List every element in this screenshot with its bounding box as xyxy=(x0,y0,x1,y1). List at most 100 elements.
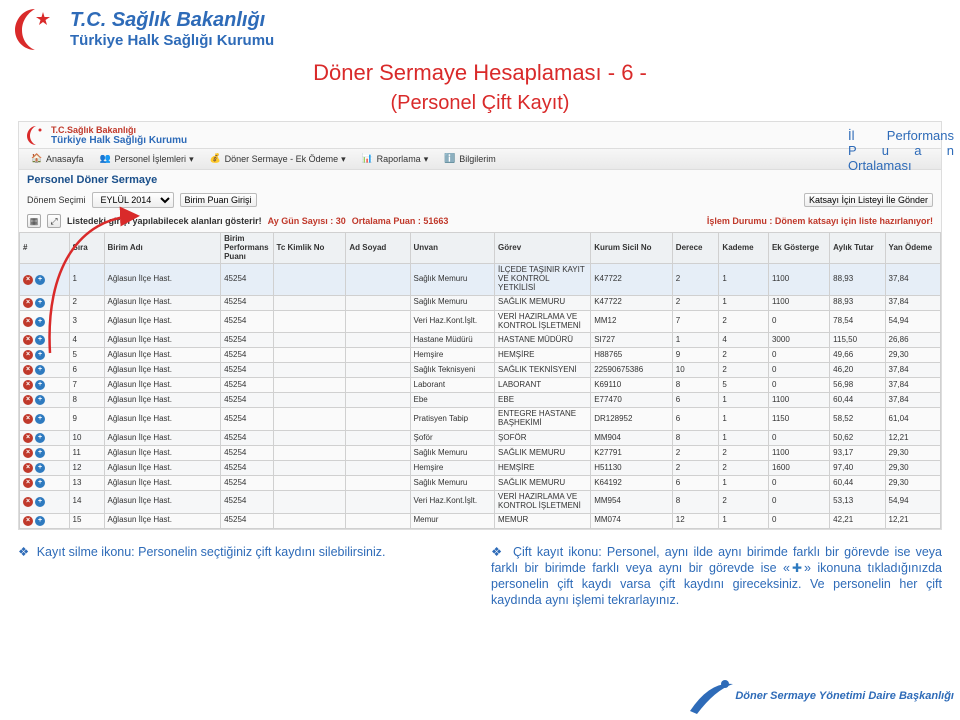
ort-puan: Ortalama Puan : 51663 xyxy=(352,216,449,226)
delete-icon[interactable]: × xyxy=(23,365,33,375)
cell-gorev: SAĞLIK MEMURU xyxy=(495,295,591,310)
table-row[interactable]: ×+15Ağlasun İlçe Hast.45254MemurMEMURMM0… xyxy=(20,513,941,528)
menu-home[interactable]: 🏠 Anasayfa xyxy=(27,152,88,166)
cell-ayl: 115,50 xyxy=(830,333,885,348)
cell-tc xyxy=(273,445,346,460)
cell-ayl: 50,62 xyxy=(830,430,885,445)
cell-ayl: 93,17 xyxy=(830,445,885,460)
menu-personel[interactable]: 👥 Personel İşlemleri▾ xyxy=(96,152,198,166)
duplicate-icon[interactable]: + xyxy=(35,395,45,405)
cell-sicil: K64192 xyxy=(591,475,673,490)
islem-durumu: İşlem Durumu : Dönem katsayı için liste … xyxy=(707,216,933,226)
birim-puan-button[interactable]: Birim Puan Girişi xyxy=(180,193,257,207)
cell-yan: 26,86 xyxy=(885,333,940,348)
excel-icon[interactable]: ▦ xyxy=(27,214,41,228)
table-row[interactable]: ×+13Ağlasun İlçe Hast.45254Sağlık Memuru… xyxy=(20,475,941,490)
cell-sicil: MM954 xyxy=(591,490,673,513)
duplicate-icon[interactable]: + xyxy=(35,463,45,473)
duplicate-icon[interactable]: + xyxy=(35,298,45,308)
cell-perf: 45254 xyxy=(221,363,273,378)
cell-der: 6 xyxy=(672,408,719,431)
table-row[interactable]: ×+5Ağlasun İlçe Hast.45254HemşireHEMŞİRE… xyxy=(20,348,941,363)
delete-icon[interactable]: × xyxy=(23,275,33,285)
delete-icon[interactable]: × xyxy=(23,463,33,473)
delete-icon[interactable]: × xyxy=(23,497,33,507)
menu-raporlama[interactable]: 📊 Raporlama▾ xyxy=(358,152,433,166)
cell-birim: Ağlasun İlçe Hast. xyxy=(104,445,221,460)
duplicate-icon[interactable]: + xyxy=(35,380,45,390)
cell-yan: 61,04 xyxy=(885,408,940,431)
th-unvan: Unvan xyxy=(410,233,495,264)
duplicate-icon[interactable]: + xyxy=(35,350,45,360)
delete-icon[interactable]: × xyxy=(23,335,33,345)
cell-perf: 45254 xyxy=(221,460,273,475)
cell-sicil: K47722 xyxy=(591,264,673,295)
duplicate-icon[interactable]: + xyxy=(35,365,45,375)
cell-perf: 45254 xyxy=(221,264,273,295)
delete-icon[interactable]: × xyxy=(23,448,33,458)
duplicate-icon[interactable]: + xyxy=(35,335,45,345)
cell-gorev: SAĞLIK MEMURU xyxy=(495,475,591,490)
cell-ad xyxy=(346,295,410,310)
table-row[interactable]: ×+4Ağlasun İlçe Hast.45254Hastane Müdürü… xyxy=(20,333,941,348)
expand-icon[interactable]: ⤢ xyxy=(47,214,61,228)
duplicate-icon[interactable]: + xyxy=(35,317,45,327)
cell-yan: 37,84 xyxy=(885,295,940,310)
table-row[interactable]: ×+7Ağlasun İlçe Hast.45254LaborantLABORA… xyxy=(20,378,941,393)
table-row[interactable]: ×+8Ağlasun İlçe Hast.45254EbeEBEE7747061… xyxy=(20,393,941,408)
table-row[interactable]: ×+1Ağlasun İlçe Hast.45254Sağlık Memuruİ… xyxy=(20,264,941,295)
delete-icon[interactable]: × xyxy=(23,433,33,443)
delete-icon[interactable]: × xyxy=(23,317,33,327)
table-row[interactable]: ×+11Ağlasun İlçe Hast.45254Sağlık Memuru… xyxy=(20,445,941,460)
cell-sicil: DR128952 xyxy=(591,408,673,431)
cell-kad: 1 xyxy=(719,264,769,295)
cell-perf: 45254 xyxy=(221,310,273,333)
duplicate-icon[interactable]: + xyxy=(35,433,45,443)
delete-icon[interactable]: × xyxy=(23,478,33,488)
table-row[interactable]: ×+12Ağlasun İlçe Hast.45254HemşireHEMŞİR… xyxy=(20,460,941,475)
cell-perf: 45254 xyxy=(221,475,273,490)
cell-kad: 1 xyxy=(719,393,769,408)
duplicate-icon[interactable]: + xyxy=(35,448,45,458)
katsayi-button[interactable]: Katsayı İçin Listeyi İle Gönder xyxy=(804,193,933,207)
table-row[interactable]: ×+2Ağlasun İlçe Hast.45254Sağlık MemuruS… xyxy=(20,295,941,310)
th-ek: Ek Gösterge xyxy=(768,233,829,264)
duplicate-icon[interactable]: + xyxy=(35,414,45,424)
delete-icon[interactable]: × xyxy=(23,298,33,308)
menu-bilgilerim[interactable]: ℹ️ Bilgilerim xyxy=(440,152,500,166)
duplicate-icon[interactable]: + xyxy=(35,516,45,526)
cell-birim: Ağlasun İlçe Hast. xyxy=(104,408,221,431)
table-row[interactable]: ×+9Ağlasun İlçe Hast.45254Pratisyen Tabi… xyxy=(20,408,941,431)
table-row[interactable]: ×+6Ağlasun İlçe Hast.45254Sağlık Teknisy… xyxy=(20,363,941,378)
delete-icon[interactable]: × xyxy=(23,414,33,424)
cell-tc xyxy=(273,460,346,475)
cell-sicil: 22590675386 xyxy=(591,363,673,378)
table-row[interactable]: ×+14Ağlasun İlçe Hast.45254Veri Haz.Kont… xyxy=(20,490,941,513)
delete-icon[interactable]: × xyxy=(23,395,33,405)
table-row[interactable]: ×+3Ağlasun İlçe Hast.45254Veri Haz.Kont.… xyxy=(20,310,941,333)
cell-perf: 45254 xyxy=(221,295,273,310)
cell-ad xyxy=(346,393,410,408)
cell-unvan: Veri Haz.Kont.İşlt. xyxy=(410,310,495,333)
cell-ek: 0 xyxy=(768,378,829,393)
duplicate-icon[interactable]: + xyxy=(35,275,45,285)
table-row[interactable]: ×+10Ağlasun İlçe Hast.45254ŞoförŞOFÖRMM9… xyxy=(20,430,941,445)
delete-icon[interactable]: × xyxy=(23,516,33,526)
cell-ek: 0 xyxy=(768,348,829,363)
menu-doner[interactable]: 💰 Döner Sermaye - Ek Ödeme▾ xyxy=(206,152,350,166)
cell-kad: 2 xyxy=(719,310,769,333)
cell-unvan: Sağlık Memuru xyxy=(410,295,495,310)
delete-icon[interactable]: × xyxy=(23,350,33,360)
cell-tc xyxy=(273,310,346,333)
delete-icon[interactable]: × xyxy=(23,380,33,390)
duplicate-icon[interactable]: + xyxy=(35,478,45,488)
data-table: # Sıra Birim Adı Birim Performans Puanı … xyxy=(19,232,941,529)
cell-yan: 12,21 xyxy=(885,430,940,445)
cell-der: 2 xyxy=(672,264,719,295)
menu-raporlama-label: Raporlama xyxy=(377,154,421,164)
cell-tc xyxy=(273,475,346,490)
duplicate-icon[interactable]: + xyxy=(35,497,45,507)
ministry-text: T.C. Sağlık Bakanlığı Türkiye Halk Sağlı… xyxy=(70,9,274,49)
donem-select[interactable]: EYLÜL 2014 xyxy=(92,192,174,208)
cell-unvan: Hemşire xyxy=(410,348,495,363)
